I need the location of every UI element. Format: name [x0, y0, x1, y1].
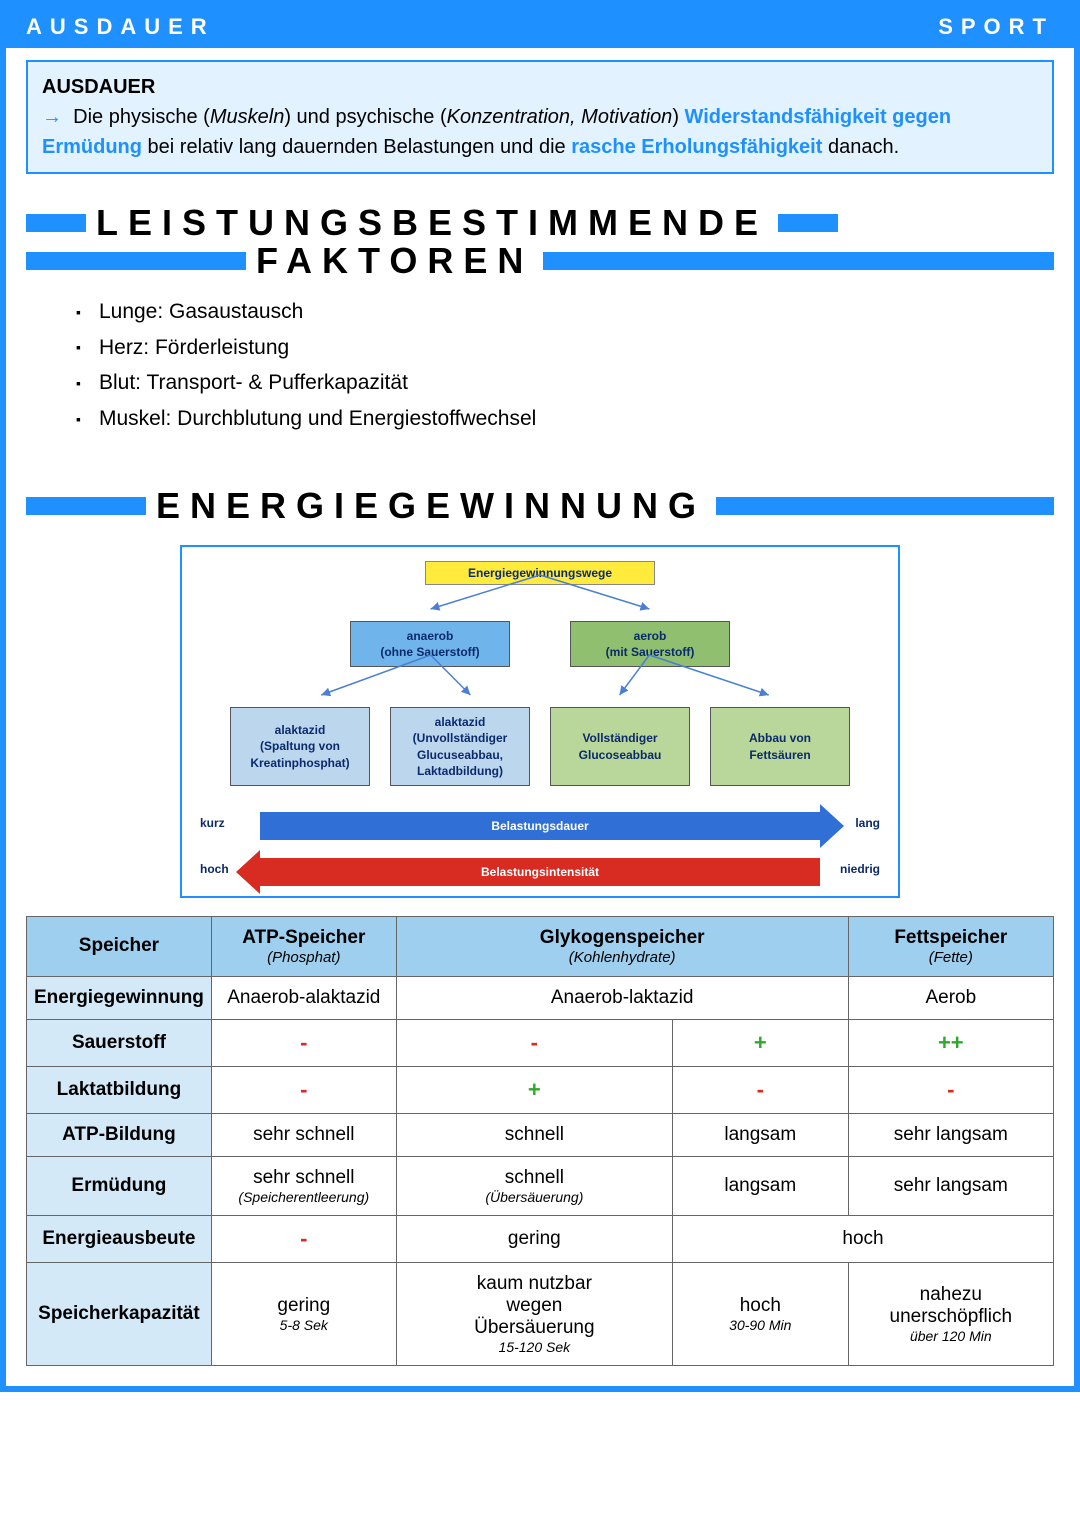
node-fett: Abbau vonFettsäuren — [710, 707, 850, 786]
node-voll-glucose: VollständigerGlucoseabbau — [550, 707, 690, 786]
label-hoch: hoch — [200, 862, 229, 876]
arrow-dauer: Belastungsdauer — [260, 812, 820, 840]
factor-item: Muskel: Durchblutung und Energiestoffwec… — [76, 401, 1054, 437]
label-lang: lang — [855, 816, 880, 830]
table-row: Energiegewinnung Anaerob-alaktazid Anaer… — [27, 976, 1054, 1019]
node-alaktazid-glucose: alaktazid(UnvollständigerGlucuseabbau,La… — [390, 707, 530, 786]
table-row: Energieausbeute - gering hoch — [27, 1215, 1054, 1262]
section-title-faktoren-1: LEISTUNGSBESTIMMENDE — [26, 202, 1054, 244]
table-row: Ermüdung sehr schnell(Speicherentleerung… — [27, 1156, 1054, 1215]
table-row: Laktatbildung - + - - — [27, 1066, 1054, 1113]
section1-line1: LEISTUNGSBESTIMMENDE — [86, 202, 778, 244]
diagram-row-2: alaktazid(Spaltung vonKreatinphosphat) a… — [200, 707, 880, 786]
table-row: ATP-Bildung sehr schnell schnell langsam… — [27, 1113, 1054, 1156]
col-speicher: Speicher — [27, 916, 212, 976]
energy-diagram: Energiegewinnungswege anaerob(ohne Sauer… — [180, 545, 900, 898]
factor-item: Blut: Transport- & Pufferkapazität — [76, 365, 1054, 401]
factor-item: Lunge: Gasaustausch — [76, 294, 1054, 330]
page: AUSDAUER SPORT AUSDAUER → Die physische … — [0, 0, 1080, 1392]
diagram-container: Energiegewinnungswege anaerob(ohne Sauer… — [26, 545, 1054, 898]
col-fett: Fettspeicher(Fette) — [848, 916, 1053, 976]
arrow-icon: → — [42, 106, 62, 128]
label-niedrig: niedrig — [840, 862, 880, 876]
highlight-2: rasche Erholungsfähigkeit — [571, 136, 822, 158]
definition-title: AUSDAUER — [42, 72, 1038, 102]
section-title-faktoren-2: FAKTOREN — [26, 240, 1054, 282]
col-glykogen: Glykogenspeicher(Kohlenhydrate) — [396, 916, 848, 976]
node-anaerob: anaerob(ohne Sauerstoff) — [350, 621, 510, 667]
table-header-row: Speicher ATP-Speicher(Phosphat) Glykogen… — [27, 916, 1054, 976]
section2-title: ENERGIEGEWINNUNG — [146, 485, 716, 527]
definition-box: AUSDAUER → Die physische (Muskeln) und p… — [26, 60, 1054, 174]
arrow-intensitaet: Belastungsintensität — [260, 858, 820, 886]
node-aerob: aerob(mit Sauerstoff) — [570, 621, 730, 667]
topbar-left: AUSDAUER — [26, 14, 215, 40]
table-row: Speicherkapazität gering5-8 Sek kaum nut… — [27, 1262, 1054, 1365]
energy-table: Speicher ATP-Speicher(Phosphat) Glykogen… — [26, 916, 1054, 1366]
diagram-arrows-row: kurz lang hoch niedrig Belastungsdauer B… — [200, 812, 880, 886]
content: AUSDAUER → Die physische (Muskeln) und p… — [6, 48, 1074, 1386]
diagram-row-1: anaerob(ohne Sauerstoff) aerob(mit Sauer… — [200, 621, 880, 667]
top-bar: AUSDAUER SPORT — [6, 6, 1074, 48]
table-row: Sauerstoff - - + ++ — [27, 1019, 1054, 1066]
col-atp: ATP-Speicher(Phosphat) — [211, 916, 396, 976]
node-alaktazid-kp: alaktazid(Spaltung vonKreatinphosphat) — [230, 707, 370, 786]
factors-list: Lunge: Gasaustausch Herz: Förderleistung… — [76, 294, 1054, 437]
definition-text: → Die physische (Muskeln) und psychische… — [42, 102, 1038, 162]
label-kurz: kurz — [200, 816, 225, 830]
factor-item: Herz: Förderleistung — [76, 330, 1054, 366]
section-title-energie: ENERGIEGEWINNUNG — [26, 485, 1054, 527]
diagram-root: Energiegewinnungswege — [425, 561, 655, 585]
section1-line2: FAKTOREN — [246, 240, 543, 282]
topbar-right: SPORT — [938, 14, 1054, 40]
